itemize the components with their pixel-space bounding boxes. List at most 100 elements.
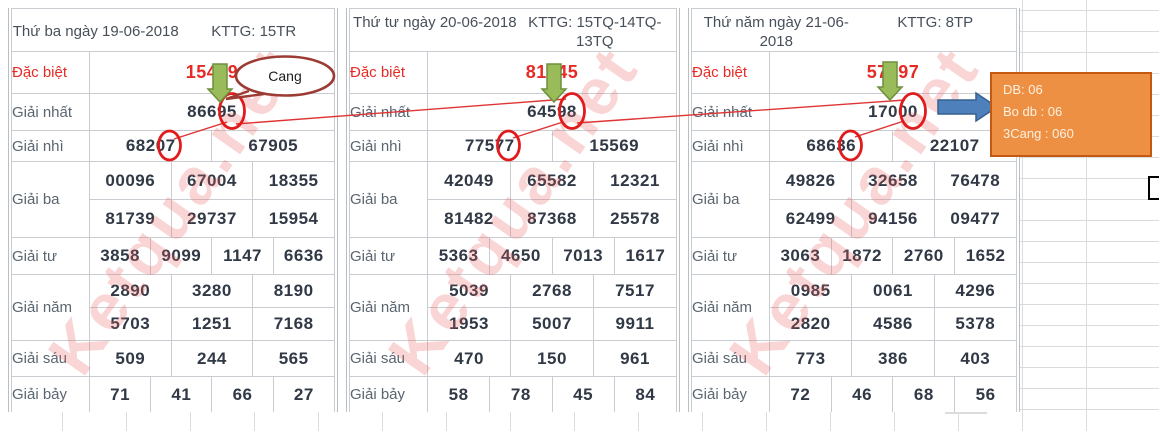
prize-number: 150 [510,340,594,377]
prize-number: 09477 [933,199,1018,238]
prize-number: 1953 [427,307,511,341]
prize-label: Giải nhất [691,93,770,131]
prize-label: Đặc biệt [691,51,770,94]
prize-number: 66 [211,376,274,412]
prize-number: 2820 [768,307,853,341]
prize-number: 56 [954,376,1017,412]
prize-number: 4586 [851,307,935,341]
prize-number: 29737 [170,199,254,238]
prize-number: 5363 [426,237,491,275]
prize-number: 7517 [593,274,677,308]
prize-number: 58 [426,376,491,412]
prize-number: 86695 [89,93,335,131]
note-line: Bo db : 06 [1003,104,1063,119]
prize-number: 32658 [851,161,935,200]
prize-number: 15569 [551,130,677,162]
prize-label: Giải sáu [691,340,770,377]
prize-number: 1147 [211,237,274,275]
prize-number: 4650 [489,237,553,275]
table-header-kttg: KTTG: 8TP [897,13,974,31]
lottery-table-day2: Ketqua.net Thứ tư ngày 20-06-2018 KTTG: … [346,8,680,412]
prize-number: 9911 [593,307,677,341]
prize-number: 1872 [830,237,894,275]
prize-number: 49826 [768,161,853,200]
note-line: 3Cang : 060 [1003,126,1074,141]
prize-number: 4296 [933,274,1018,308]
prize-number: 509 [89,340,172,377]
prize-number: 27 [272,376,336,412]
table-header-date: Thứ năm ngày 21-06-2018 [703,13,849,50]
prize-number: 2768 [510,274,594,308]
prize-number: 0061 [851,274,935,308]
prize-number: 2890 [89,274,172,308]
lottery-table-day3: Ketqua.net Thứ năm ngày 21-06-2018 KTTG:… [688,8,1020,412]
prize-number: 17000 [769,93,1017,131]
prize-number: 244 [170,340,254,377]
prize-number: 565 [252,340,335,377]
prize-number: 7013 [551,237,615,275]
prize-number: 3858 [88,237,152,275]
note-box: DB: 06 Bo db : 06 3Cang : 060 [990,72,1152,157]
prize-label: Giải tư [691,237,770,275]
table-header-kttg: KTTG: 15TQ-14TQ-13TQ [528,13,662,50]
excel-selection-cell[interactable] [1148,176,1159,200]
prize-number: 5007 [510,307,594,341]
excel-grid-bottom [0,412,1020,431]
prize-number: 87368 [510,199,594,238]
prize-number: 3063 [769,237,832,275]
prize-number: 1251 [170,307,254,341]
prize-number: 18355 [252,161,335,200]
prize-label: Giải sáu [349,340,428,377]
prize-label: Giải tư [349,237,428,275]
prize-number: 8190 [252,274,335,308]
cang-callout-label: Cang [268,68,302,84]
prize-label: Giải năm [349,274,428,341]
prize-label: Đặc biệt [349,51,428,94]
prize-number: 00096 [89,161,172,200]
prize-label: Giải sáu [11,340,90,377]
prize-number: 78 [489,376,553,412]
prize-number: 961 [593,340,677,377]
prize-number: 84 [613,376,678,412]
prize-number: 5039 [427,274,511,308]
prize-number: 5703 [89,307,172,341]
prize-label: Giải năm [691,274,770,341]
prize-label: Giải ba [349,161,428,238]
prize-number: 64598 [427,93,677,131]
prize-number: 7168 [252,307,335,341]
prize-number: 5378 [933,307,1018,341]
prize-label: Giải ba [691,161,770,238]
prize-number: 386 [851,340,935,377]
prize-number: 68636 [768,130,894,162]
prize-number: 1617 [613,237,678,275]
prize-label: Giải tư [11,237,90,275]
prize-label: Đặc biệt [11,51,90,94]
prize-number: 65582 [510,161,594,200]
prize-number: 403 [933,340,1018,377]
prize-number: 41 [150,376,213,412]
prize-number: 9099 [150,237,213,275]
prize-number: 81739 [89,199,172,238]
prize-number: 2760 [892,237,956,275]
prize-label: Giải nhất [11,93,90,131]
prize-label: Giải bảy [11,376,90,412]
note-line: DB: 06 [1003,82,1043,97]
prize-number: 15954 [252,199,335,238]
prize-label: Giải nhất [349,93,428,131]
prize-number: 77577 [427,130,553,162]
prize-number: 68207 [88,130,213,162]
prize-label: Giải nhì [11,130,90,162]
prize-number: 0985 [768,274,853,308]
prize-number: 773 [768,340,853,377]
prize-number: 1652 [954,237,1017,275]
prize-number: 68 [892,376,956,412]
prize-number: 45 [551,376,615,412]
prize-label: Giải ba [11,161,90,238]
prize-number: 25578 [593,199,677,238]
table-header-kttg: KTTG: 15TR [211,23,297,40]
prize-number: 67004 [170,161,254,200]
special-prize-number: 57997 [769,51,1017,94]
prize-label: Giải nhì [691,130,770,162]
prize-number: 3280 [170,274,254,308]
